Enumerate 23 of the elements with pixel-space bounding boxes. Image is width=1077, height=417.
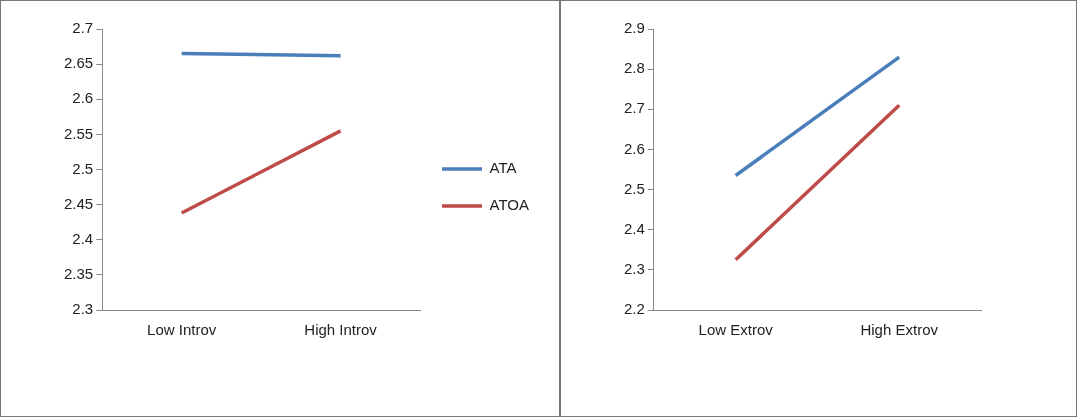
y-tick-label: 2.5 [72,159,94,177]
legend-label: ATA [489,159,517,177]
x-tick-label: High Introv [304,321,378,339]
y-tick-label: 2.3 [623,260,645,277]
y-tick-label: 2.2 [623,300,645,318]
y-tick-label: 2.6 [72,89,94,107]
y-tick-label: 2.4 [623,219,645,237]
y-tick-label: 2.7 [72,19,94,37]
x-tick-label: Low Introv [147,321,217,339]
x-tick-label: Low Extrov [698,321,774,339]
legend-label: ATOA [489,196,530,214]
y-tick-label: 2.9 [623,19,645,37]
y-tick-label: 2.7 [623,99,645,117]
x-tick-label: High Extrov [860,321,939,339]
y-tick-label: 2.6 [623,139,645,157]
y-tick-label: 2.55 [63,124,94,142]
y-tick-label: 2.8 [623,59,645,77]
y-tick-label: 2.65 [63,54,94,72]
y-tick-label: 2.3 [72,300,94,318]
y-tick-label: 2.5 [623,179,645,197]
y-tick-label: 2.4 [72,229,94,247]
y-tick-label: 2.35 [63,265,94,283]
y-tick-label: 2.45 [63,194,94,212]
